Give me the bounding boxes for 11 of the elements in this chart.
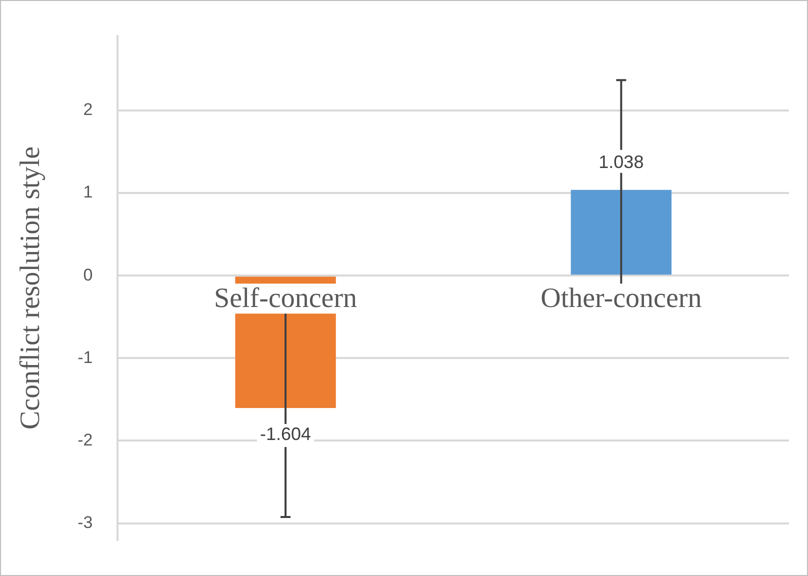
x-tick-label: Other-concern — [540, 282, 702, 314]
x-tick-label: Self-concern — [214, 282, 358, 314]
y-tick-label: 2 — [83, 100, 93, 120]
y-tick-label: -1 — [78, 348, 93, 367]
y-axis-title: Cconflict resolution style — [15, 146, 46, 430]
y-tick-label: 1 — [83, 182, 93, 202]
y-tick-label: -2 — [78, 430, 93, 450]
data-label: -1.604 — [260, 424, 312, 444]
y-tick-label: -3 — [78, 512, 93, 532]
data-label: 1.038 — [598, 152, 644, 172]
y-tick-label: 0 — [83, 265, 93, 284]
